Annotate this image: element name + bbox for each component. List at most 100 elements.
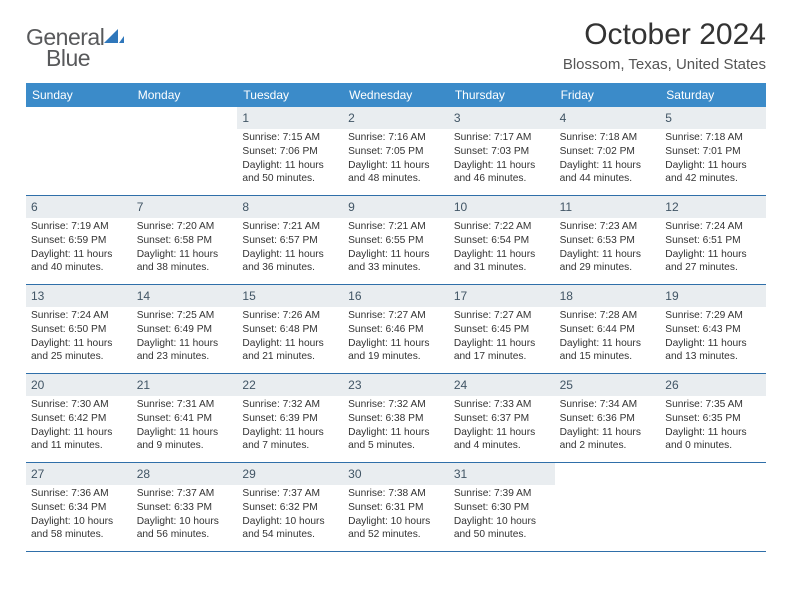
- sunrise-line: Sunrise: 7:27 AM: [454, 309, 550, 323]
- day-cell: 29Sunrise: 7:37 AMSunset: 6:32 PMDayligh…: [237, 463, 343, 551]
- sunrise-line: Sunrise: 7:26 AM: [242, 309, 338, 323]
- day-cell: 18Sunrise: 7:28 AMSunset: 6:44 PMDayligh…: [555, 285, 661, 373]
- sunrise-line: Sunrise: 7:37 AM: [242, 487, 338, 501]
- day-number: 25: [560, 378, 573, 392]
- day-details: Sunrise: 7:18 AMSunset: 7:01 PMDaylight:…: [665, 131, 761, 186]
- day-number-strip: 2: [343, 107, 449, 129]
- day-details: Sunrise: 7:38 AMSunset: 6:31 PMDaylight:…: [348, 487, 444, 542]
- day-number-strip: 27: [26, 463, 132, 485]
- sunrise-line: Sunrise: 7:23 AM: [560, 220, 656, 234]
- day-cell: 8Sunrise: 7:21 AMSunset: 6:57 PMDaylight…: [237, 196, 343, 284]
- sunset-line: Sunset: 6:54 PM: [454, 234, 550, 248]
- day-number: 15: [242, 289, 255, 303]
- day-details: Sunrise: 7:17 AMSunset: 7:03 PMDaylight:…: [454, 131, 550, 186]
- daylight-line: Daylight: 11 hours and 40 minutes.: [31, 248, 127, 276]
- sunset-line: Sunset: 7:01 PM: [665, 145, 761, 159]
- sunset-line: Sunset: 6:51 PM: [665, 234, 761, 248]
- sunrise-line: Sunrise: 7:37 AM: [137, 487, 233, 501]
- sunset-line: Sunset: 6:32 PM: [242, 501, 338, 515]
- daylight-line: Daylight: 11 hours and 29 minutes.: [560, 248, 656, 276]
- sunrise-line: Sunrise: 7:21 AM: [242, 220, 338, 234]
- day-cell: 9Sunrise: 7:21 AMSunset: 6:55 PMDaylight…: [343, 196, 449, 284]
- daylight-line: Daylight: 10 hours and 54 minutes.: [242, 515, 338, 543]
- sunrise-line: Sunrise: 7:28 AM: [560, 309, 656, 323]
- day-number-strip: 29: [237, 463, 343, 485]
- sunrise-line: Sunrise: 7:35 AM: [665, 398, 761, 412]
- day-cell: 11 Sunrise: 7:23 AMSunset: 6:53 PMDayligh…: [555, 196, 661, 284]
- week-row: 27Sunrise: 7:36 AMSunset: 6:34 PMDayligh…: [26, 463, 766, 552]
- day-number: 20: [31, 378, 44, 392]
- sunset-line: Sunset: 7:06 PM: [242, 145, 338, 159]
- day-details: Sunrise: 7:26 AMSunset: 6:48 PMDaylight:…: [242, 309, 338, 364]
- day-details: Sunrise: 7:37 AMSunset: 6:32 PMDaylight:…: [242, 487, 338, 542]
- day-number-strip: 12: [660, 196, 766, 218]
- day-details: Sunrise: 7:22 AMSunset: 6:54 PMDaylight:…: [454, 220, 550, 275]
- daylight-line: Daylight: 11 hours and 50 minutes.: [242, 159, 338, 187]
- daylight-line: Daylight: 11 hours and 25 minutes.: [31, 337, 127, 365]
- day-details: Sunrise: 7:27 AMSunset: 6:46 PMDaylight:…: [348, 309, 444, 364]
- day-cell: 14 Sunrise: 7:25 AMSunset: 6:49 PMDayligh…: [132, 285, 238, 373]
- day-number: 3: [454, 111, 461, 125]
- day-number-strip: 3: [449, 107, 555, 129]
- day-details: Sunrise: 7:24 AMSunset: 6:51 PMDaylight:…: [665, 220, 761, 275]
- sunset-line: Sunset: 6:48 PM: [242, 323, 338, 337]
- day-number: 8: [242, 200, 249, 214]
- empty-cell: [26, 107, 132, 195]
- empty-cell: [555, 463, 661, 551]
- dow-cell: Wednesday: [343, 83, 449, 107]
- sunset-line: Sunset: 6:58 PM: [137, 234, 233, 248]
- sunrise-line: Sunrise: 7:39 AM: [454, 487, 550, 501]
- day-cell: 26 Sunrise: 7:35 AMSunset: 6:35 PMDayligh…: [660, 374, 766, 462]
- daylight-line: Daylight: 11 hours and 44 minutes.: [560, 159, 656, 187]
- day-details: Sunrise: 7:18 AMSunset: 7:02 PMDaylight:…: [560, 131, 656, 186]
- daylight-line: Daylight: 11 hours and 19 minutes.: [348, 337, 444, 365]
- day-details: Sunrise: 7:31 AMSunset: 6:41 PMDaylight:…: [137, 398, 233, 453]
- day-details: Sunrise: 7:20 AMSunset: 6:58 PMDaylight:…: [137, 220, 233, 275]
- day-cell: 5 Sunrise: 7:18 AMSunset: 7:01 PMDaylight…: [660, 107, 766, 195]
- day-number-strip: 25: [555, 374, 661, 396]
- daylight-line: Daylight: 11 hours and 31 minutes.: [454, 248, 550, 276]
- sunset-line: Sunset: 6:53 PM: [560, 234, 656, 248]
- day-number: 24: [454, 378, 467, 392]
- day-number-strip: 20: [26, 374, 132, 396]
- sunrise-line: Sunrise: 7:18 AM: [665, 131, 761, 145]
- sunrise-line: Sunrise: 7:34 AM: [560, 398, 656, 412]
- day-number-strip: 19: [660, 285, 766, 307]
- day-number: 30: [348, 467, 361, 481]
- day-number: 5: [665, 111, 672, 125]
- day-number-strip: 26: [660, 374, 766, 396]
- logo: General Blue: [26, 18, 124, 72]
- day-details: Sunrise: 7:35 AMSunset: 6:35 PMDaylight:…: [665, 398, 761, 453]
- daylight-line: Daylight: 11 hours and 48 minutes.: [348, 159, 444, 187]
- day-cell: 21 Sunrise: 7:31 AMSunset: 6:41 PMDayligh…: [132, 374, 238, 462]
- daylight-line: Daylight: 11 hours and 13 minutes.: [665, 337, 761, 365]
- daylight-line: Daylight: 10 hours and 50 minutes.: [454, 515, 550, 543]
- sunrise-line: Sunrise: 7:38 AM: [348, 487, 444, 501]
- daylight-line: Daylight: 11 hours and 4 minutes.: [454, 426, 550, 454]
- day-cell: 20 Sunrise: 7:30 AMSunset: 6:42 PMDayligh…: [26, 374, 132, 462]
- day-details: Sunrise: 7:30 AMSunset: 6:42 PMDaylight:…: [31, 398, 127, 453]
- day-number-strip: 1: [237, 107, 343, 129]
- calendar-body: 1Sunrise: 7:15 AMSunset: 7:06 PMDaylight…: [26, 107, 766, 552]
- sunrise-line: Sunrise: 7:15 AM: [242, 131, 338, 145]
- day-details: Sunrise: 7:25 AMSunset: 6:49 PMDaylight:…: [137, 309, 233, 364]
- day-number-strip: 30: [343, 463, 449, 485]
- sunrise-line: Sunrise: 7:20 AM: [137, 220, 233, 234]
- sunset-line: Sunset: 6:57 PM: [242, 234, 338, 248]
- day-number: 21: [137, 378, 150, 392]
- sunset-line: Sunset: 7:02 PM: [560, 145, 656, 159]
- day-cell: 15 Sunrise: 7:26 AMSunset: 6:48 PMDayligh…: [237, 285, 343, 373]
- day-number: 26: [665, 378, 678, 392]
- dow-cell: Monday: [132, 83, 238, 107]
- day-number-strip: 11: [555, 196, 661, 218]
- sunset-line: Sunset: 6:43 PM: [665, 323, 761, 337]
- day-details: Sunrise: 7:32 AMSunset: 6:39 PMDaylight:…: [242, 398, 338, 453]
- day-details: Sunrise: 7:19 AMSunset: 6:59 PMDaylight:…: [31, 220, 127, 275]
- day-number: 6: [31, 200, 38, 214]
- day-cell: 25Sunrise: 7:34 AMSunset: 6:36 PMDayligh…: [555, 374, 661, 462]
- day-number: 14: [137, 289, 150, 303]
- daylight-line: Daylight: 11 hours and 2 minutes.: [560, 426, 656, 454]
- day-number-strip: 14: [132, 285, 238, 307]
- day-number: 9: [348, 200, 355, 214]
- day-number: 1: [242, 111, 249, 125]
